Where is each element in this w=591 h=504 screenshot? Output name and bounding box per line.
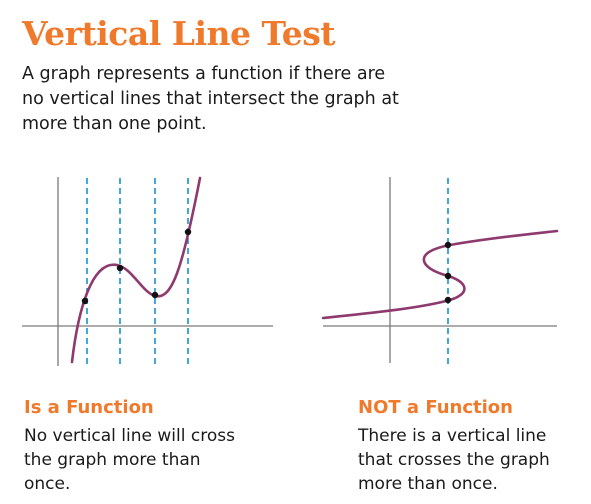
left-intersection-point-1 (81, 297, 89, 305)
right-intersection-point-1 (444, 241, 452, 249)
left-curve (70, 176, 202, 364)
left-caption-title: Is a Function (24, 397, 154, 418)
non-function-graph (321, 177, 559, 366)
left-intersection-point-3 (151, 291, 159, 299)
left-intersection-point-2 (116, 264, 124, 272)
right-curve (321, 229, 559, 320)
right-caption-title: NOT a Function (358, 397, 513, 418)
right-intersection-point-2 (444, 272, 452, 280)
left-intersection-point-4 (184, 228, 192, 236)
right-caption-text: There is a vertical line that crosses th… (358, 426, 550, 494)
left-caption-text: No vertical line will cross the graph mo… (24, 426, 235, 494)
function-graph (22, 176, 273, 366)
intro-text: A graph represents a function if there a… (22, 64, 399, 134)
right-intersection-point-3 (444, 296, 452, 304)
page-title: Vertical Line Test (22, 14, 336, 53)
